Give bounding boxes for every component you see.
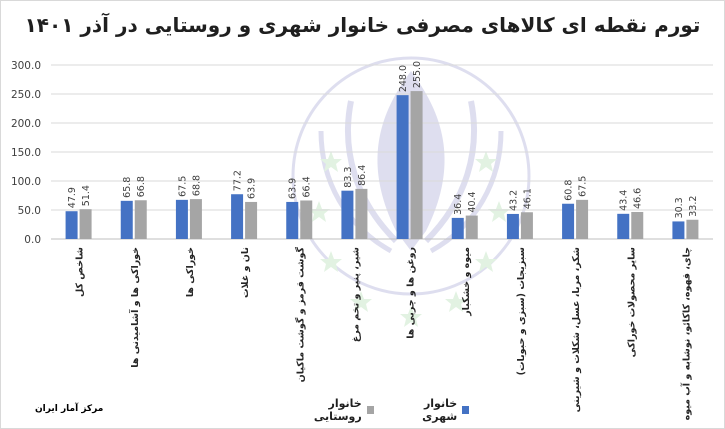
x-category-label: چای، قهوه، کاکائو، نوشابه و آب میوه <box>679 247 692 420</box>
x-category-label: سبزیجات (سبزی و حبوبات) <box>516 247 527 375</box>
data-label: 36.4 <box>453 194 464 215</box>
x-category-label: سایر محصولات خوراکی <box>626 247 637 357</box>
bar <box>410 91 423 239</box>
data-label: 63.9 <box>247 178 258 199</box>
data-label: 83.3 <box>343 167 354 188</box>
y-tick-label: 0.0 <box>24 234 41 246</box>
bar <box>465 215 478 239</box>
x-category-label: خوراکی ها <box>185 247 196 297</box>
x-category-label: میوه و خشکبار <box>461 247 472 317</box>
chart-title: تورم نقطه ای کالاهای مصرفی خانوار شهری و… <box>24 13 701 37</box>
watermark-logo <box>291 56 531 327</box>
legend-swatch-rural <box>366 406 374 414</box>
x-axis-categories: شاخص کل خوراکی ها و آشامیدنی ها خوراکی ها ن… <box>75 247 693 421</box>
y-tick-label: 250.0 <box>11 89 41 101</box>
data-labels: 47.9 51.4 65.8 66.8 67.5 68.8 77.2 63.9 63.9 66.4… <box>67 61 699 219</box>
bar <box>175 199 188 239</box>
data-label: 66.8 <box>136 176 147 197</box>
data-label: 65.8 <box>122 177 133 198</box>
data-label: 68.8 <box>191 175 202 196</box>
legend: خانوار شهری خانوار روستایی <box>289 397 469 423</box>
bar <box>65 211 78 239</box>
data-label: 66.4 <box>302 176 313 197</box>
x-category-label: شاخص کل <box>75 247 86 297</box>
bar <box>520 212 533 239</box>
y-tick-label: 200.0 <box>11 118 41 130</box>
data-label: 248.0 <box>398 65 409 92</box>
data-label: 51.4 <box>81 185 92 206</box>
bar <box>631 211 644 239</box>
bar <box>189 199 202 239</box>
bar <box>686 219 699 239</box>
legend-label-urban: خانوار شهری <box>422 397 458 423</box>
bar <box>506 213 519 239</box>
bar <box>355 188 368 239</box>
data-label: 60.8 <box>564 180 575 201</box>
x-category-label: روغن ها و چربی ها <box>406 247 417 339</box>
data-label: 43.2 <box>508 190 519 211</box>
bar <box>120 200 133 239</box>
data-label: 40.4 <box>467 191 478 212</box>
data-label: 33.2 <box>688 196 699 217</box>
x-category-label: خوراکی ها و آشامیدنی ها <box>128 247 141 368</box>
data-label: 46.6 <box>633 188 644 209</box>
data-label: 43.4 <box>619 190 630 211</box>
data-label: 255.0 <box>412 61 423 88</box>
bar <box>300 200 313 239</box>
bar <box>562 203 575 239</box>
data-label: 46.1 <box>522 188 533 209</box>
legend-item-urban: خانوار شهری <box>396 397 469 423</box>
data-label: 77.2 <box>233 170 244 191</box>
bar <box>286 201 299 239</box>
legend-label-rural: خانوار روستایی <box>313 397 362 423</box>
bar <box>576 199 589 239</box>
data-label: 86.4 <box>357 165 368 186</box>
data-label: 30.3 <box>674 197 685 218</box>
data-label: 63.9 <box>288 178 299 199</box>
x-category-label: شیر، پنیر و تخم مرغ <box>350 247 361 342</box>
bar <box>617 213 630 239</box>
x-category-label: گوشت قرمز و گوشت ماکیان <box>294 247 306 383</box>
x-category-label: نان و غلات <box>240 247 251 298</box>
y-axis: 300.0 250.0 200.0 150.0 100.0 50.0 0.0 <box>11 60 41 246</box>
y-tick-label: 100.0 <box>11 176 41 188</box>
data-label: 67.5 <box>578 176 589 197</box>
bar <box>672 221 685 239</box>
legend-item-rural: خانوار روستایی <box>289 397 374 423</box>
gridlines <box>51 64 713 240</box>
source-note: مرکز آمار ایران <box>35 404 104 414</box>
bar <box>341 190 354 239</box>
y-tick-label: 50.0 <box>18 205 41 217</box>
data-label: 67.5 <box>177 176 188 197</box>
x-category-label: شکر، مربا، عسل، شکلات و شیرینی <box>571 247 582 412</box>
bars <box>65 91 699 239</box>
bar <box>451 217 464 239</box>
legend-swatch-urban <box>462 406 469 414</box>
y-tick-label: 300.0 <box>11 60 41 72</box>
bar <box>79 209 92 239</box>
data-label: 47.9 <box>67 187 78 208</box>
bar <box>231 194 244 239</box>
bar <box>245 201 258 239</box>
bar <box>396 95 409 239</box>
y-tick-label: 150.0 <box>11 147 41 159</box>
bar <box>134 200 147 239</box>
